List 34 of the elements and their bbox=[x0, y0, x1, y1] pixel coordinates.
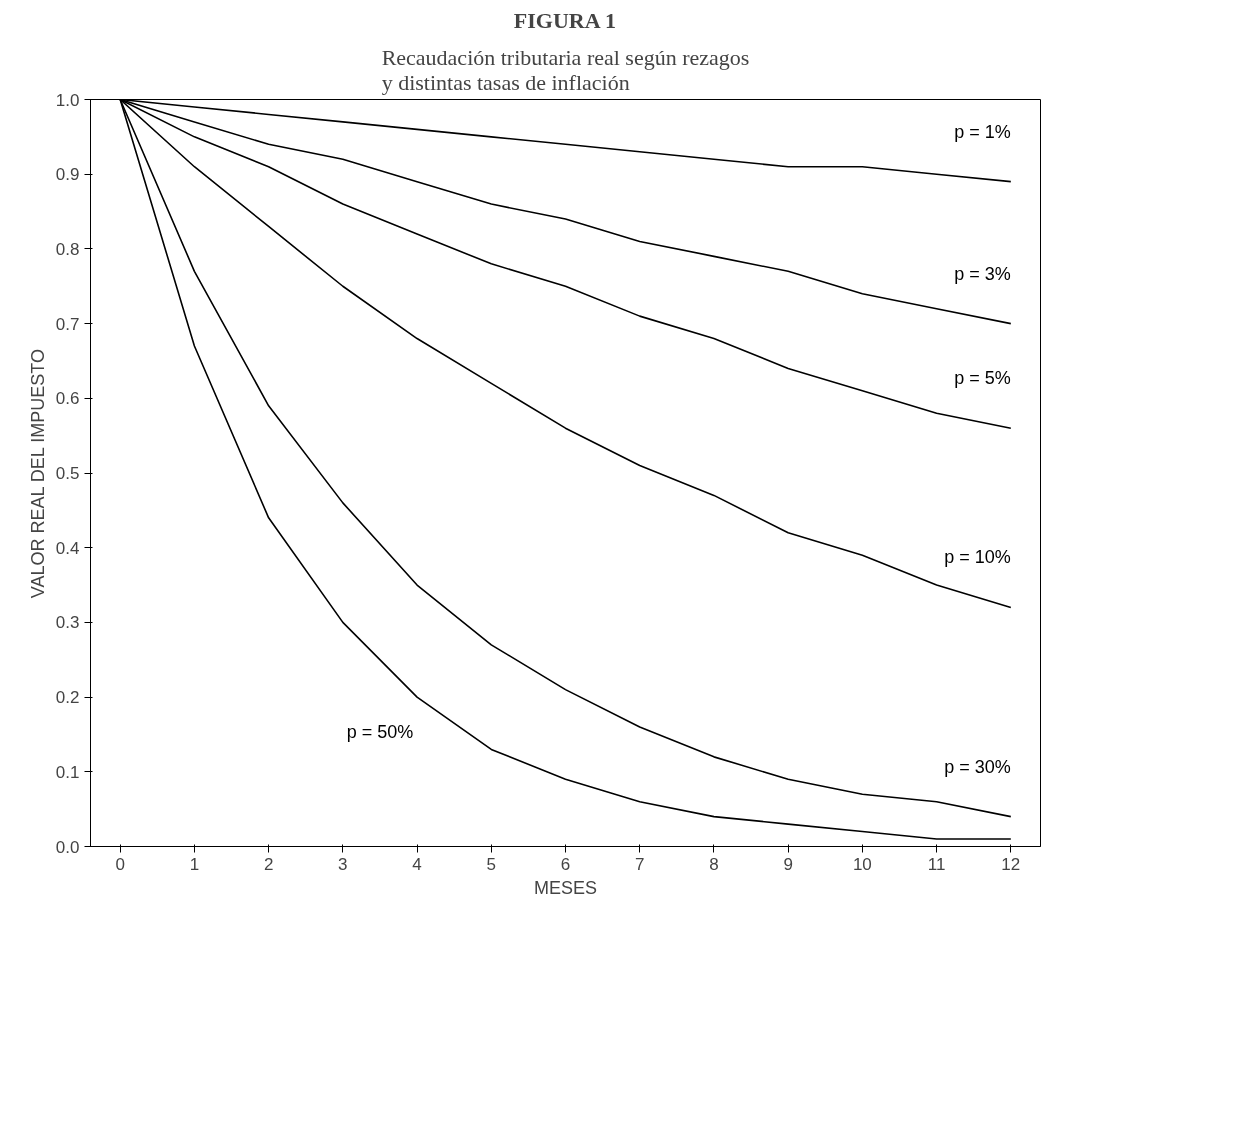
y-tick-label: 0.7 bbox=[55, 314, 80, 334]
x-tick-label: 1 bbox=[189, 854, 200, 874]
series-label: p = 3% bbox=[954, 263, 1011, 284]
x-tick-label: 11 bbox=[927, 854, 946, 874]
y-tick-label: 0.5 bbox=[55, 464, 80, 483]
y-tick-label: 0.1 bbox=[55, 762, 80, 782]
chart-subtitle: Recaudación tributaria real según rezagos y distintas tasas de inflación bbox=[381, 44, 750, 95]
x-tick-label: 12 bbox=[1001, 854, 1021, 874]
y-axis-title: VALOR REAL DEL IMPUESTO bbox=[27, 349, 48, 599]
series-label: p = 30% bbox=[944, 756, 1011, 777]
x-tick-label: 6 bbox=[560, 854, 571, 874]
chart-title: FIGURA 1 bbox=[513, 7, 616, 33]
x-tick-label: 4 bbox=[412, 854, 422, 874]
y-tick-label: 1.0 bbox=[55, 90, 80, 110]
y-tick-label: 0.4 bbox=[55, 538, 80, 558]
y-tick-label: 0.3 bbox=[55, 613, 80, 633]
x-tick-label: 8 bbox=[709, 854, 719, 874]
y-tick-label: 0.6 bbox=[55, 389, 80, 409]
y-tick-label: 0.8 bbox=[55, 239, 80, 259]
x-tick-label: 3 bbox=[338, 854, 348, 874]
y-tick-label: 0.9 bbox=[55, 165, 80, 185]
x-tick-label: 7 bbox=[634, 854, 645, 874]
x-tick-label: 2 bbox=[263, 854, 274, 874]
x-tick-label: 5 bbox=[486, 854, 497, 874]
x-tick-label: 9 bbox=[783, 854, 793, 874]
x-tick-label: 10 bbox=[852, 854, 872, 874]
series-label: p = 10% bbox=[944, 547, 1011, 568]
y-tick-label: 0.2 bbox=[55, 688, 80, 708]
x-tick-label: 0 bbox=[115, 854, 125, 874]
series-label: p = 1% bbox=[954, 121, 1011, 142]
series-label: p = 50% bbox=[346, 722, 414, 743]
y-tick-label: 0.0 bbox=[55, 837, 80, 857]
x-axis-title: MESES bbox=[533, 877, 598, 898]
series-label: p = 5% bbox=[954, 368, 1011, 389]
